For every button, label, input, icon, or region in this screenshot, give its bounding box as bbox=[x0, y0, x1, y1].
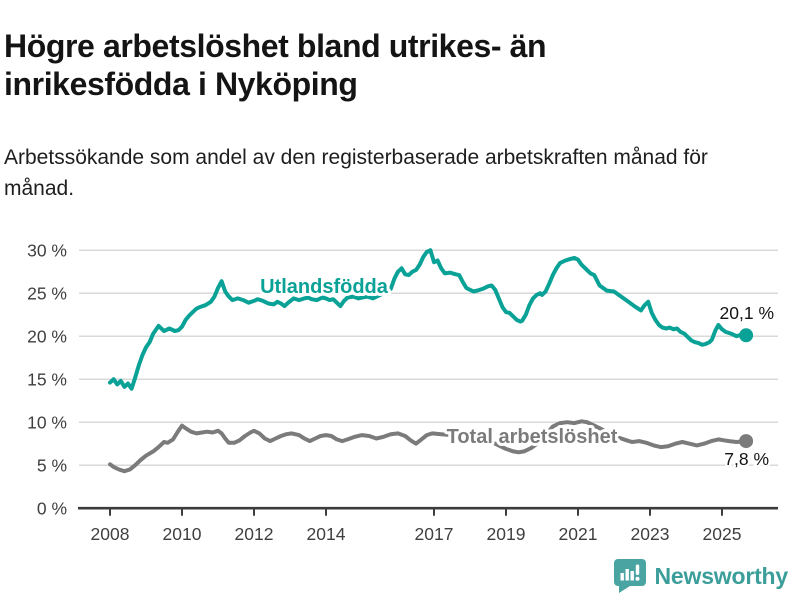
series-end-dot-utlandsfodda bbox=[739, 328, 754, 343]
series-end-dot-total bbox=[739, 434, 754, 449]
series-label-total: Total arbetslöshet bbox=[447, 426, 618, 448]
series-label-utlandsfodda: Utlandsfödda bbox=[260, 276, 389, 298]
y-axis-tick-label: 25 % bbox=[27, 283, 67, 303]
brand-name: Newsworthy bbox=[654, 562, 789, 589]
y-axis-tick-label: 20 % bbox=[27, 326, 67, 346]
x-axis-tick-label: 2017 bbox=[415, 524, 454, 544]
series-line-utlandsfodda bbox=[108, 248, 749, 391]
y-axis-tick-label: 30 % bbox=[27, 240, 67, 260]
logo-exclamation-bar bbox=[635, 564, 639, 575]
series-end-value-utlandsfodda: 20,1 % bbox=[720, 303, 774, 323]
x-axis-tick-label: 2019 bbox=[487, 524, 526, 544]
logo-bar-medium bbox=[630, 571, 634, 581]
x-axis-tick-label: 2023 bbox=[631, 524, 670, 544]
x-axis-tick-label: 2010 bbox=[163, 524, 202, 544]
x-axis-tick-label: 2012 bbox=[235, 524, 274, 544]
series-end-value-total: 7,8 % bbox=[724, 449, 769, 469]
y-axis-tick-label: 15 % bbox=[27, 369, 67, 389]
page-title: Högre arbetslöshet bland utrikes- än inr… bbox=[4, 28, 547, 103]
newsworthy-speech-bubble-icon bbox=[613, 559, 646, 593]
x-axis-tick-label: 2021 bbox=[559, 524, 598, 544]
logo-bar-short bbox=[620, 573, 624, 581]
x-axis-tick-label: 2025 bbox=[703, 524, 742, 544]
x-axis-tick-label: 2008 bbox=[91, 524, 130, 544]
logo-bar-tall bbox=[625, 569, 629, 581]
newsworthy-logo: Newsworthy bbox=[613, 558, 788, 594]
y-axis-tick-label: 0 % bbox=[37, 498, 67, 518]
chart-subtitle: Arbetssökande som andel av den registerb… bbox=[4, 146, 708, 200]
series-line-total bbox=[108, 419, 749, 474]
y-axis-tick-label: 10 % bbox=[27, 412, 67, 432]
x-axis-tick-label: 2014 bbox=[307, 524, 346, 544]
logo-exclamation-dot bbox=[635, 576, 640, 581]
y-axis-tick-label: 5 % bbox=[37, 455, 67, 475]
